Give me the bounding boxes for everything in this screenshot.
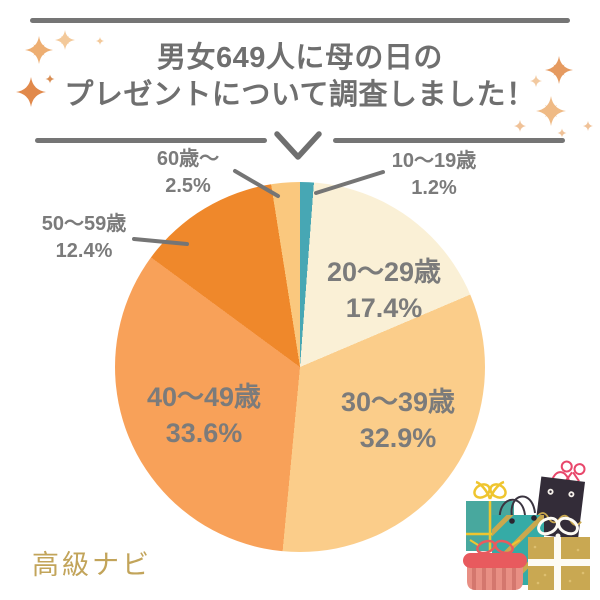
segment-percent: 17.4% — [345, 293, 423, 323]
segment-name: 50〜59歳 — [41, 213, 127, 235]
segment-percent: 33.6% — [165, 418, 243, 448]
page-title-line1: 男女649人に母の日の — [157, 42, 443, 74]
segment-percent: 2.5% — [165, 175, 211, 197]
pie-label-60s: 60歳〜 2.5% — [157, 146, 219, 200]
page-title-line2: プレゼントについて調査しました！ — [64, 79, 536, 111]
top-divider-line — [30, 18, 570, 23]
pie-slices — [115, 182, 485, 552]
gift-box-gold-icon — [528, 516, 590, 590]
pie-label-40s: 40〜49歳 33.6% — [147, 379, 261, 451]
segment-name: 60歳〜 — [156, 148, 220, 170]
gift-boxes-illustration — [463, 460, 590, 590]
pie-label-30s: 30〜39歳 32.9% — [341, 384, 455, 456]
pie-label-20s: 20〜29歳 17.4% — [327, 254, 441, 326]
page-title: 男女649人に母の日の プレゼントについて調査しました！ — [0, 40, 600, 114]
segment-name: 40〜49歳 — [146, 382, 262, 412]
segment-name: 10〜19歳 — [391, 150, 477, 172]
segment-percent: 1.2% — [411, 177, 457, 199]
segment-percent: 32.9% — [359, 423, 437, 453]
bottom-divider-right — [333, 138, 565, 143]
segment-name: 30〜39歳 — [340, 387, 456, 417]
pie-label-50s: 50〜59歳 12.4% — [42, 211, 127, 265]
bottom-divider-left — [35, 138, 267, 143]
chevron-down-icon — [274, 131, 322, 160]
segment-name: 20〜29歳 — [326, 257, 442, 287]
pie-label-10s: 10〜19歳 1.2% — [392, 148, 477, 202]
brand-logo: 高級ナビ — [32, 550, 152, 580]
gift-box-red-icon — [463, 539, 527, 590]
segment-percent: 12.4% — [55, 240, 113, 262]
